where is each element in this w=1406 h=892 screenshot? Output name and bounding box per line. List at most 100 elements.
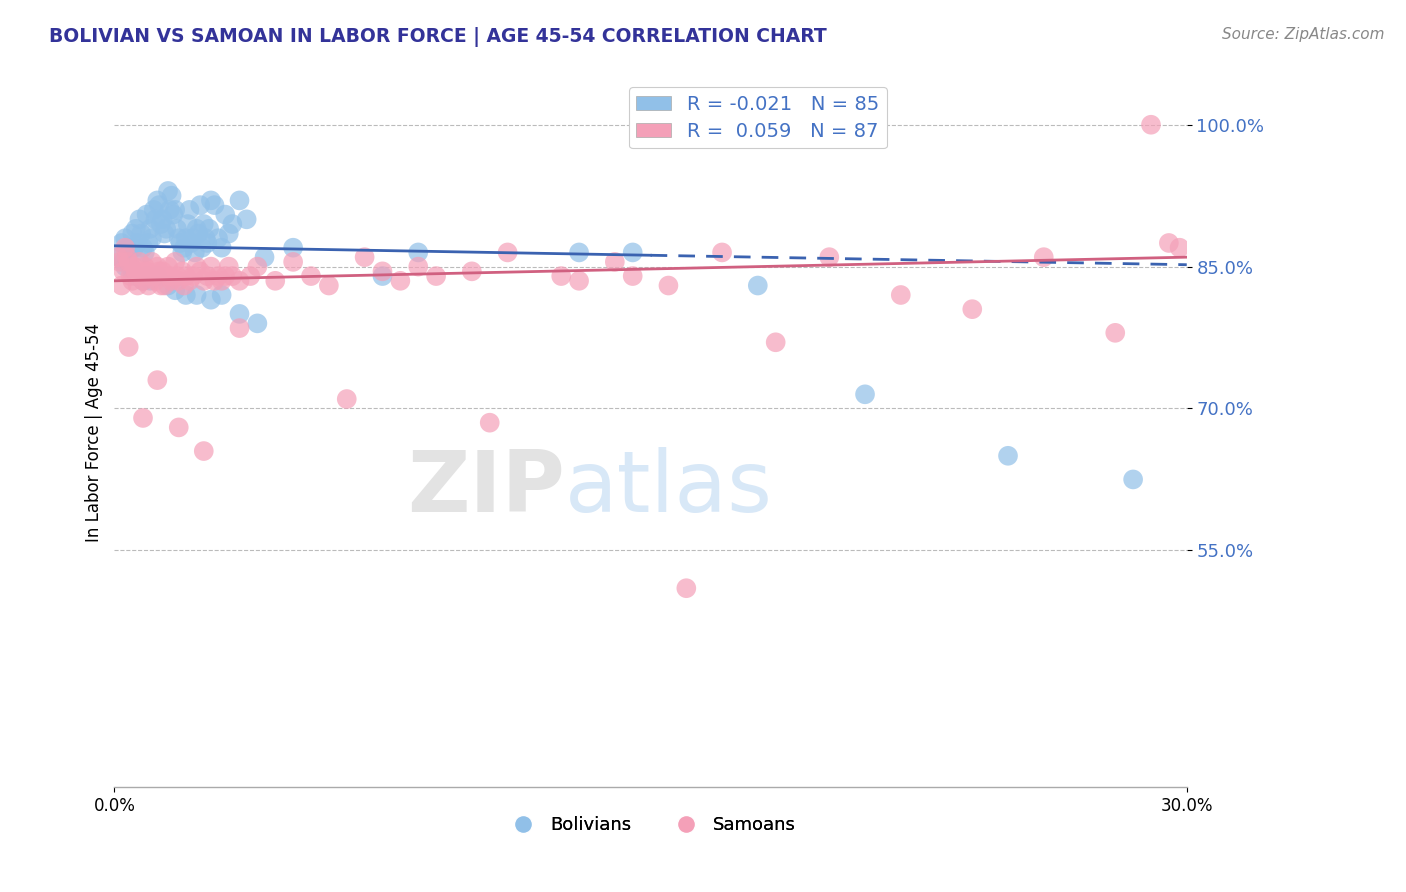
Point xyxy=(166,221,188,235)
Point xyxy=(711,245,734,260)
Point xyxy=(406,260,429,274)
Point xyxy=(149,278,172,293)
Point xyxy=(200,260,222,274)
Point xyxy=(195,268,218,283)
Point xyxy=(125,268,148,283)
Point xyxy=(114,231,136,245)
Point xyxy=(159,202,181,217)
Point xyxy=(141,231,163,245)
Point xyxy=(1104,326,1126,340)
Point xyxy=(211,241,233,255)
Text: ZIP: ZIP xyxy=(408,448,565,531)
Point xyxy=(318,278,340,293)
Point xyxy=(1032,250,1054,264)
Point xyxy=(167,231,190,245)
Point xyxy=(353,250,375,264)
Point xyxy=(160,188,183,202)
Point xyxy=(186,260,208,274)
Point xyxy=(118,255,141,269)
Point xyxy=(157,260,180,274)
Point xyxy=(211,288,233,302)
Point xyxy=(135,264,157,278)
Point xyxy=(550,268,572,283)
Point xyxy=(214,268,236,283)
Point xyxy=(141,255,163,269)
Point xyxy=(621,245,644,260)
Point xyxy=(211,274,233,288)
Point xyxy=(159,268,181,283)
Point xyxy=(621,268,644,283)
Point xyxy=(371,264,394,278)
Point xyxy=(496,245,519,260)
Point xyxy=(115,241,138,255)
Point xyxy=(246,260,269,274)
Text: atlas: atlas xyxy=(565,448,773,531)
Point xyxy=(120,268,142,283)
Point xyxy=(157,184,180,198)
Point xyxy=(135,268,157,283)
Point xyxy=(1157,235,1180,250)
Point xyxy=(167,274,190,288)
Point xyxy=(207,231,229,245)
Point xyxy=(132,241,155,255)
Point xyxy=(146,194,169,208)
Point xyxy=(146,268,169,283)
Point xyxy=(125,221,148,235)
Point xyxy=(180,235,202,250)
Point xyxy=(114,260,136,274)
Point xyxy=(1140,118,1163,132)
Point xyxy=(129,227,152,241)
Point xyxy=(179,202,201,217)
Point xyxy=(193,274,215,288)
Y-axis label: In Labor Force | Age 45-54: In Labor Force | Age 45-54 xyxy=(86,323,103,541)
Point xyxy=(299,268,322,283)
Point xyxy=(112,255,135,269)
Point xyxy=(146,260,169,274)
Point xyxy=(166,268,188,283)
Point xyxy=(675,581,697,595)
Point xyxy=(157,278,180,293)
Point xyxy=(139,221,162,235)
Point xyxy=(127,235,149,250)
Point xyxy=(120,260,142,274)
Point xyxy=(191,241,214,255)
Point xyxy=(174,268,197,283)
Point xyxy=(139,274,162,288)
Point xyxy=(204,198,226,212)
Point xyxy=(200,293,222,307)
Point xyxy=(186,221,208,235)
Point xyxy=(118,245,141,260)
Point xyxy=(129,268,152,283)
Point xyxy=(193,217,215,231)
Point xyxy=(747,278,769,293)
Point xyxy=(228,274,250,288)
Point xyxy=(149,217,172,231)
Point xyxy=(122,260,145,274)
Point xyxy=(228,321,250,335)
Point xyxy=(174,231,197,245)
Point xyxy=(657,278,679,293)
Point xyxy=(110,235,132,250)
Point xyxy=(148,264,170,278)
Point xyxy=(152,212,174,227)
Point xyxy=(174,288,197,302)
Point xyxy=(135,208,157,222)
Point xyxy=(173,278,195,293)
Point xyxy=(139,268,162,283)
Point xyxy=(167,420,190,434)
Point xyxy=(132,411,155,425)
Point xyxy=(1122,472,1144,486)
Point xyxy=(165,283,187,297)
Point xyxy=(198,221,221,235)
Point xyxy=(195,235,218,250)
Point xyxy=(152,264,174,278)
Point xyxy=(121,274,143,288)
Point xyxy=(179,274,201,288)
Point xyxy=(389,274,412,288)
Point xyxy=(181,231,204,245)
Point xyxy=(155,221,177,235)
Text: Source: ZipAtlas.com: Source: ZipAtlas.com xyxy=(1222,27,1385,42)
Point xyxy=(153,227,176,241)
Point xyxy=(128,255,150,269)
Point xyxy=(138,278,160,293)
